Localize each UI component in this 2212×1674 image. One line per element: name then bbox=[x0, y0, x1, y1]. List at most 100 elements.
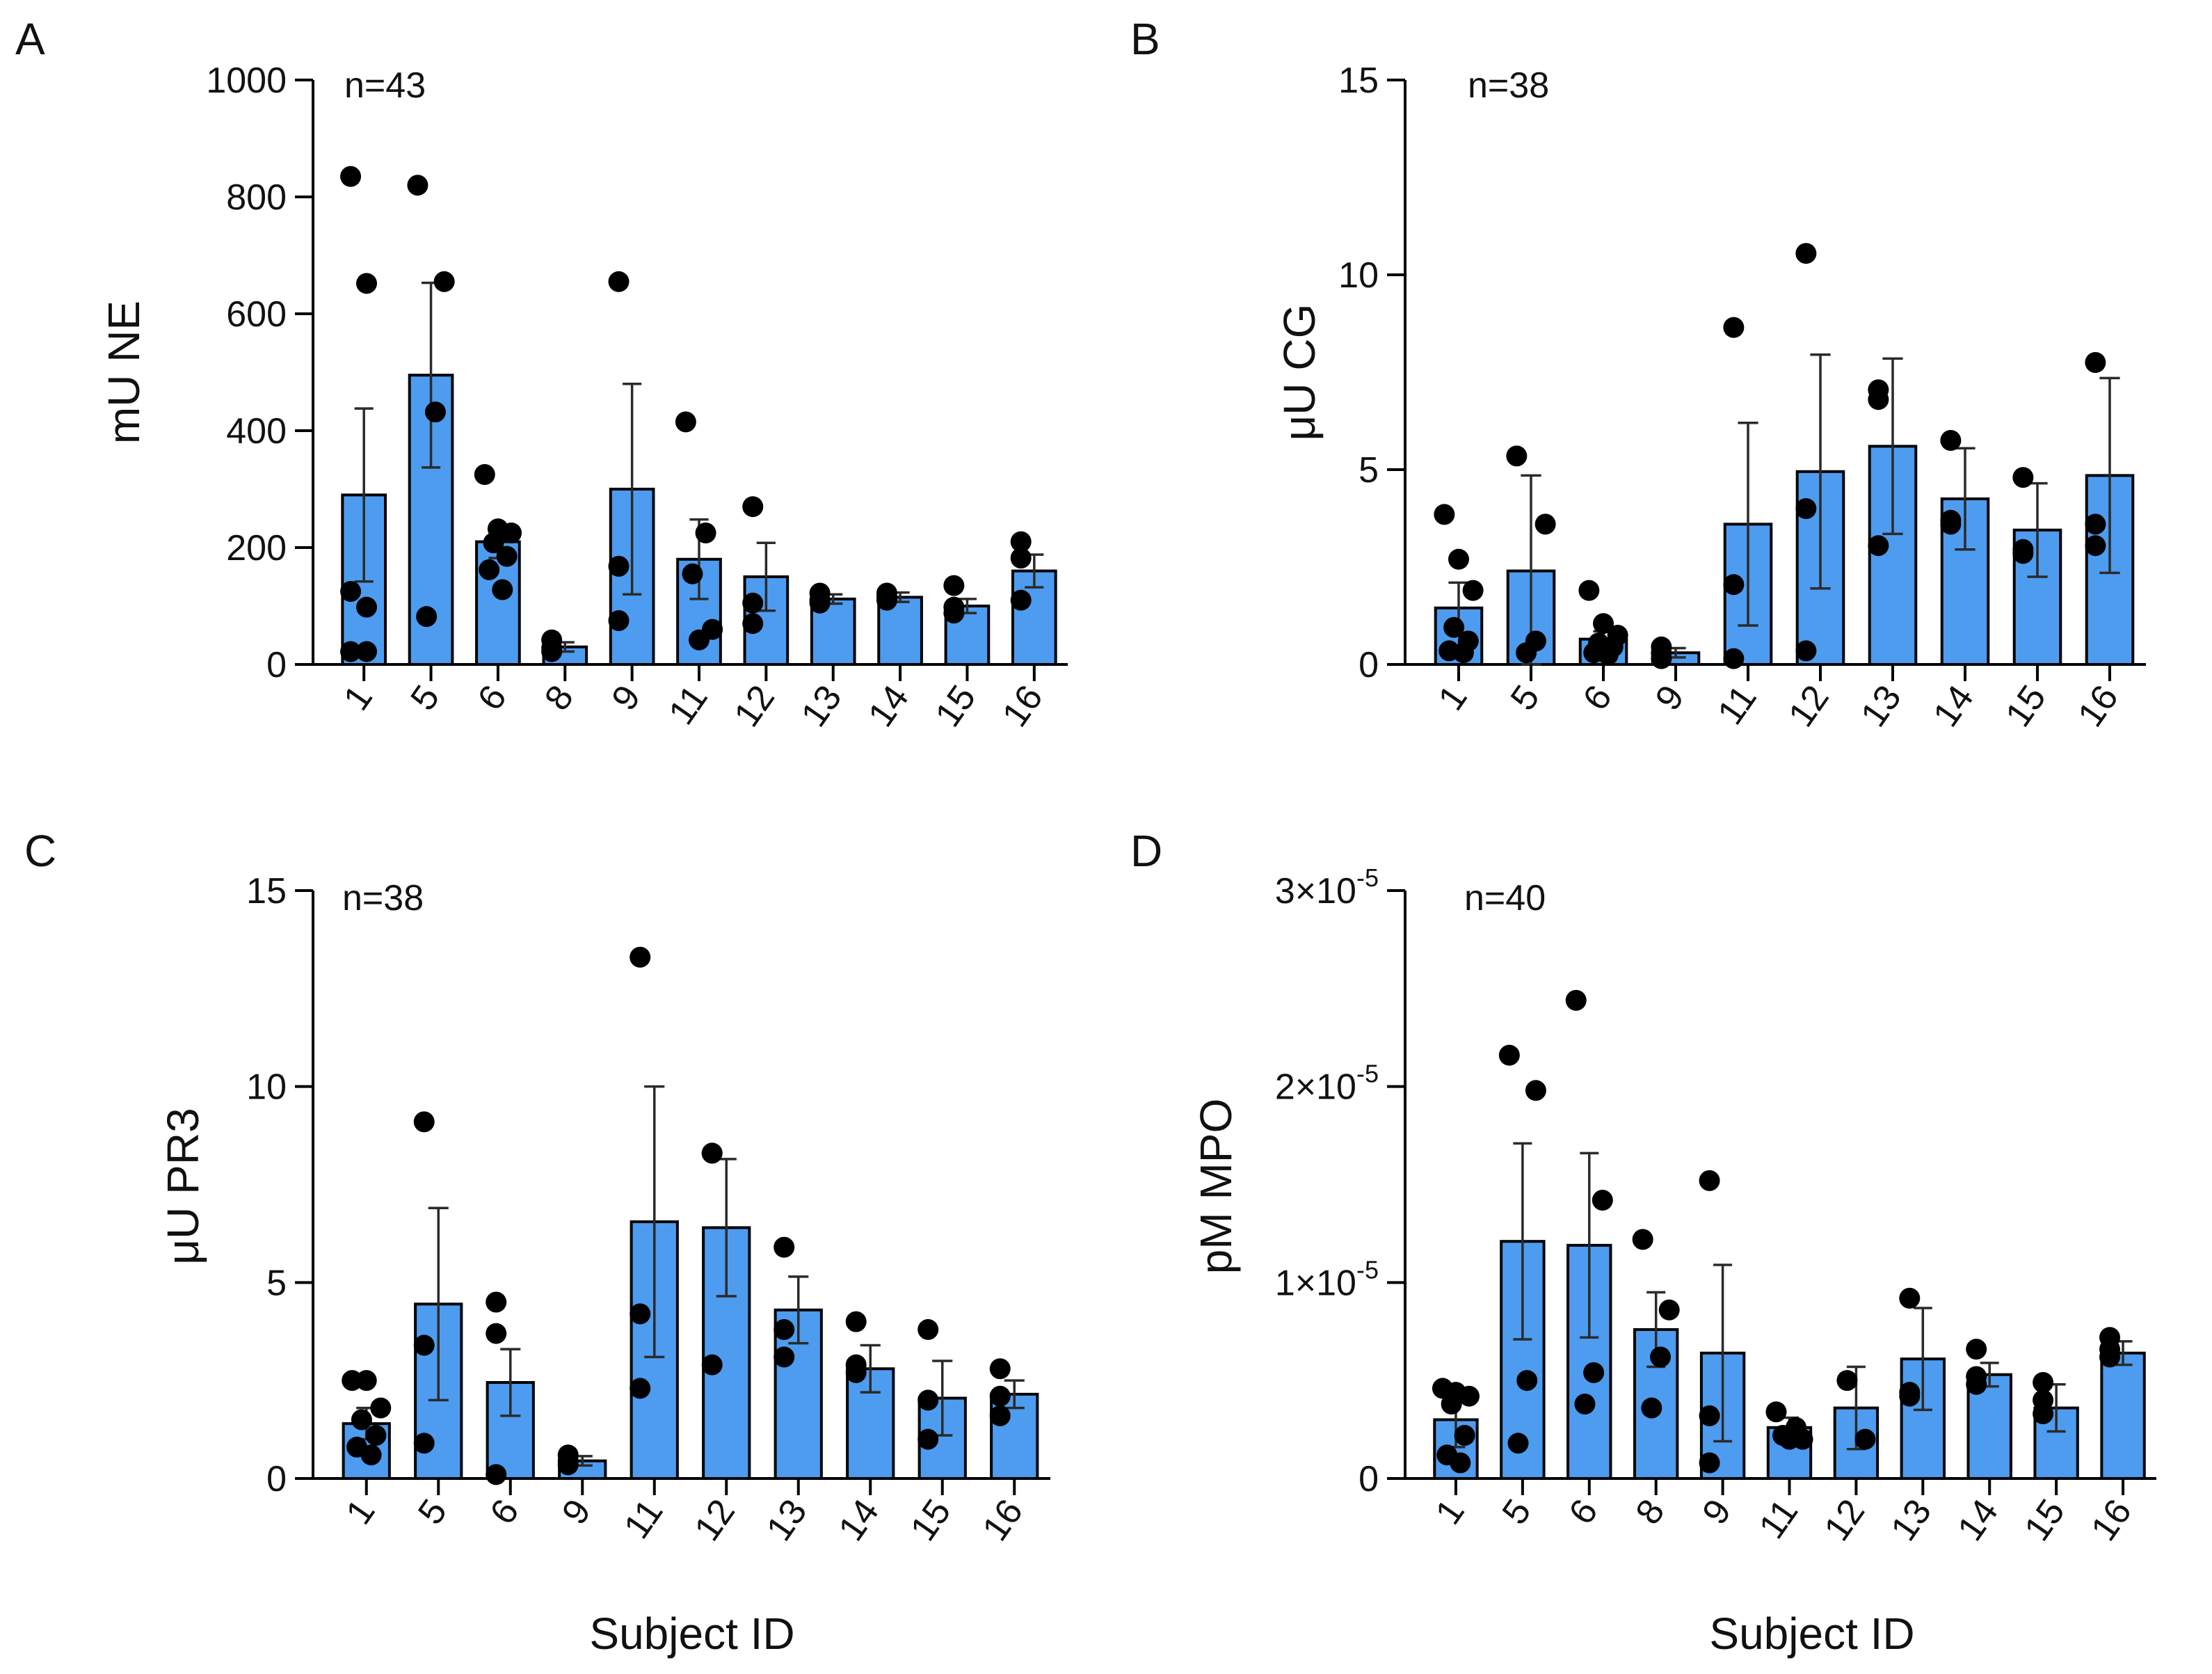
x-tick-label: 9 bbox=[1694, 1492, 1739, 1532]
x-tick-label: 8 bbox=[1628, 1492, 1672, 1532]
x-tick-label: 11 bbox=[1752, 1492, 1806, 1546]
data-point bbox=[1443, 616, 1465, 638]
data-point bbox=[2085, 352, 2106, 373]
x-tick-label: 8 bbox=[537, 678, 582, 718]
bar-group-subject-11 bbox=[1765, 1401, 1813, 1480]
data-point bbox=[630, 946, 651, 968]
data-point bbox=[608, 555, 630, 577]
data-point bbox=[943, 603, 965, 624]
data-point bbox=[742, 496, 764, 518]
bar-group-subject-8 bbox=[1632, 1229, 1680, 1481]
data-point bbox=[689, 629, 710, 651]
x-tick-label: 15 bbox=[2017, 1492, 2073, 1549]
data-point bbox=[496, 545, 518, 567]
x-tick-label: 1 bbox=[336, 678, 380, 718]
x-tick-label: 9 bbox=[604, 678, 648, 718]
data-point bbox=[682, 563, 703, 584]
x-tick-label: 5 bbox=[1495, 1492, 1539, 1532]
data-point bbox=[541, 641, 563, 662]
data-point bbox=[486, 1323, 507, 1344]
data-point bbox=[413, 1111, 435, 1133]
y-tick-label: 600 bbox=[226, 294, 287, 335]
bar-group-subject-15 bbox=[2012, 467, 2062, 666]
x-tick-label: 6 bbox=[470, 678, 515, 718]
bar bbox=[2100, 1351, 2146, 1480]
x-tick-label: 1 bbox=[1431, 678, 1475, 718]
y-tick-label: 2×10-5 bbox=[1275, 1060, 1379, 1108]
panel-letter: C bbox=[24, 826, 56, 876]
data-point bbox=[1723, 574, 1745, 596]
data-point bbox=[1868, 535, 1889, 557]
y-tick-label: 10 bbox=[1338, 255, 1379, 296]
x-tick-label: 16 bbox=[975, 1492, 1031, 1549]
bar-group-subject-15 bbox=[917, 1318, 967, 1481]
data-point bbox=[1452, 642, 1474, 664]
y-tick-label: 800 bbox=[226, 177, 287, 218]
panel-d: Dn=40 pM MPO Subject ID 0 1×10-5 2×10-5 3×10-5… bbox=[1130, 826, 2156, 1659]
x-tick-label: 16 bbox=[2083, 1492, 2140, 1549]
bar-group-subject-14 bbox=[845, 1311, 895, 1481]
bar-group-subject-1 bbox=[1432, 1378, 1480, 1480]
data-point bbox=[342, 1370, 363, 1392]
x-tick-label: 15 bbox=[903, 1492, 959, 1549]
data-point bbox=[675, 411, 696, 433]
bar bbox=[944, 605, 991, 666]
bar-group-subject-16 bbox=[1010, 531, 1057, 666]
data-point bbox=[1966, 1339, 1987, 1360]
x-tick-label: 11 bbox=[616, 1492, 671, 1546]
bar-group-subject-9 bbox=[1699, 1170, 1746, 1480]
data-point bbox=[1650, 1346, 1672, 1368]
bar-group-subject-11 bbox=[630, 946, 679, 1481]
data-point bbox=[2033, 1403, 2054, 1425]
x-tick-label: 5 bbox=[403, 678, 447, 718]
y-tick-label: 3×10-5 bbox=[1275, 863, 1379, 911]
data-point bbox=[1765, 1401, 1787, 1423]
x-tick-label: 14 bbox=[1925, 678, 1982, 735]
data-point bbox=[1525, 1080, 1546, 1101]
data-point bbox=[845, 1362, 867, 1383]
x-tick-label: 6 bbox=[1576, 678, 1620, 718]
data-point bbox=[1010, 531, 1032, 552]
data-point bbox=[416, 606, 438, 628]
data-point bbox=[2085, 513, 2106, 535]
bar-group-subject-1 bbox=[340, 166, 387, 667]
x-tick-label: 14 bbox=[1950, 1492, 2006, 1549]
data-point bbox=[1462, 580, 1484, 601]
data-point bbox=[1779, 1428, 1800, 1450]
bar-group-subject-9 bbox=[1651, 636, 1701, 669]
data-point bbox=[1632, 1229, 1653, 1250]
y-tick-label: 200 bbox=[226, 528, 287, 568]
data-point bbox=[2085, 535, 2106, 557]
y-tick-label: 15 bbox=[1338, 61, 1379, 101]
data-point bbox=[356, 273, 378, 294]
data-point bbox=[1574, 1393, 1596, 1414]
x-tick-label: 16 bbox=[995, 678, 1051, 735]
data-point bbox=[1565, 989, 1587, 1011]
data-point bbox=[1516, 1370, 1538, 1392]
data-point bbox=[1966, 1373, 1987, 1395]
data-point bbox=[917, 1428, 939, 1450]
bar-group-subject-5 bbox=[1506, 445, 1556, 666]
data-point bbox=[433, 271, 455, 292]
y-tick-label: 0 bbox=[266, 645, 287, 685]
bar-group-subject-12 bbox=[742, 496, 790, 666]
panel-letter: B bbox=[1130, 14, 1160, 64]
data-point bbox=[1699, 1170, 1720, 1191]
data-point bbox=[407, 175, 428, 196]
data-point bbox=[1578, 580, 1600, 601]
data-point bbox=[774, 1318, 795, 1340]
data-point bbox=[1010, 548, 1032, 569]
data-point bbox=[486, 1291, 507, 1313]
bar-group-subject-1 bbox=[342, 1370, 392, 1480]
data-point bbox=[742, 613, 764, 635]
data-point bbox=[1448, 548, 1469, 570]
x-tick-label: 16 bbox=[2070, 678, 2126, 735]
bar-group-subject-6 bbox=[1565, 989, 1613, 1480]
data-point bbox=[2033, 1371, 2054, 1393]
x-tick-label: 13 bbox=[1853, 678, 1909, 735]
data-point bbox=[1899, 1385, 1921, 1407]
data-point bbox=[1593, 613, 1614, 635]
bar-group-subject-13 bbox=[1899, 1287, 1946, 1481]
